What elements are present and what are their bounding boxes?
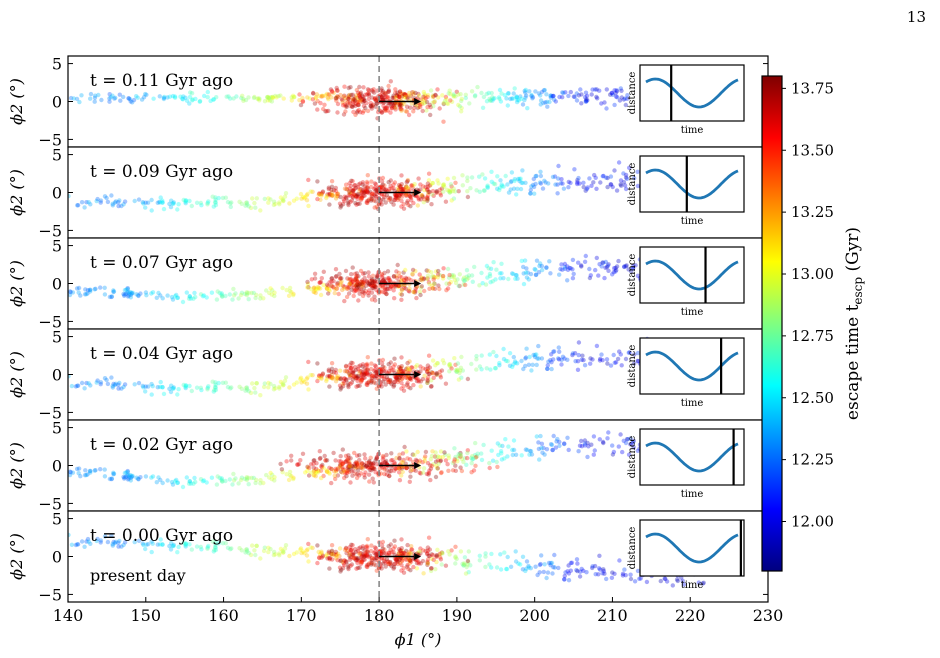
y-tick-label: 0	[52, 184, 62, 203]
arrow-head	[414, 371, 422, 378]
y-axis-label: ϕ2 (°)	[7, 442, 26, 489]
colorbar-tick-label: 13.25	[791, 203, 834, 221]
panel-time-label: t = 0.02 Gyr ago	[90, 435, 233, 455]
inset-distance-time: time distance	[627, 519, 745, 591]
y-tick-label: −5	[38, 494, 62, 513]
y-tick-label: 5	[52, 146, 62, 165]
y-tick-label: 0	[52, 275, 62, 294]
x-tick-label: 170	[286, 606, 317, 625]
inset-xlabel: time	[681, 580, 704, 591]
inset-distance-time: time distance	[627, 64, 745, 136]
y-tick-label: −5	[38, 221, 62, 240]
inset-curve	[645, 532, 739, 564]
arrow-head	[414, 553, 422, 560]
y-tick-label: 5	[52, 237, 62, 256]
y-tick-label: −5	[38, 403, 62, 422]
colorbar-tick-label: 13.00	[791, 265, 834, 283]
stream-points	[68, 532, 708, 588]
inset-curve	[645, 350, 739, 382]
present-day-label: present day	[90, 566, 186, 585]
inset-xlabel: time	[681, 125, 704, 136]
arrow-head	[414, 280, 422, 287]
y-axis-label: ϕ2 (°)	[7, 260, 26, 307]
arrow-head	[414, 98, 422, 105]
y-tick-label: 5	[52, 510, 62, 529]
panel-0: 5 0 −5 ϕ2 (°) t = 0.11 Gyr ago time distance	[7, 55, 769, 149]
panel-3: 5 0 −5 ϕ2 (°) t = 0.04 Gyr ago time distance	[7, 328, 769, 422]
colorbar-tick-label: 13.75	[791, 79, 834, 97]
inset-distance-time: time distance	[627, 155, 745, 227]
inset-ylabel: distance	[627, 72, 638, 115]
y-axis-label: ϕ2 (°)	[7, 78, 26, 125]
y-axis-label: ϕ2 (°)	[7, 533, 26, 580]
inset-ylabel: distance	[627, 163, 638, 206]
colorbar	[761, 75, 783, 572]
y-tick-label: 5	[52, 328, 62, 347]
y-axis-label: ϕ2 (°)	[7, 169, 26, 216]
inset-distance-time: time distance	[627, 337, 745, 409]
inset-curve	[645, 168, 739, 200]
x-tick-label: 200	[519, 606, 550, 625]
x-axis-label: ϕ1 (°)	[395, 630, 442, 649]
x-tick-label: 210	[597, 606, 628, 625]
panel-time-label: t = 0.11 Gyr ago	[90, 71, 233, 91]
arrow-head	[414, 189, 422, 196]
panel-time-label: t = 0.09 Gyr ago	[90, 162, 233, 182]
x-tick-label: 160	[208, 606, 239, 625]
inset-xlabel: time	[681, 307, 704, 318]
inset-ylabel: distance	[627, 254, 638, 297]
panel-time-label: t = 0.00 Gyr ago	[90, 526, 233, 546]
arrow-head	[414, 462, 422, 469]
panel-time-label: t = 0.04 Gyr ago	[90, 344, 233, 364]
inset-xlabel: time	[681, 398, 704, 409]
panel-1: 5 0 −5 ϕ2 (°) t = 0.09 Gyr ago time distance	[7, 146, 769, 240]
inset-distance-time: time distance	[627, 428, 745, 500]
inset-ylabel: distance	[627, 527, 638, 570]
y-tick-label: −5	[38, 312, 62, 331]
y-tick-label: 0	[52, 366, 62, 385]
colorbar-tick-label: 12.25	[791, 451, 834, 469]
y-tick-label: 5	[52, 419, 62, 438]
x-tick-label: 150	[131, 606, 162, 625]
panel-4: 5 0 −5 ϕ2 (°) t = 0.02 Gyr ago time distance	[7, 419, 769, 513]
inset-ylabel: distance	[627, 436, 638, 479]
panel-time-label: t = 0.07 Gyr ago	[90, 253, 233, 273]
colorbar-tick-label: 12.50	[791, 389, 834, 407]
x-tick-label: 230	[753, 606, 784, 625]
inset-curve	[645, 259, 739, 291]
inset-xlabel: time	[681, 216, 704, 227]
colorbar-tick-label: 12.75	[791, 327, 834, 345]
y-tick-label: −5	[38, 585, 62, 604]
y-tick-label: 0	[52, 93, 62, 112]
inset-ylabel: distance	[627, 345, 638, 388]
colorbar-tick-label: 12.00	[791, 513, 834, 531]
inset-curve	[645, 77, 739, 109]
x-tick-label: 190	[442, 606, 473, 625]
y-tick-label: 0	[52, 457, 62, 476]
inset-distance-time: time distance	[627, 246, 745, 318]
colorbar-tick-label: 13.50	[791, 141, 834, 159]
x-tick-label: 220	[675, 606, 706, 625]
y-tick-label: 0	[52, 548, 62, 567]
panel-2: 5 0 −5 ϕ2 (°) t = 0.07 Gyr ago time distance	[7, 237, 769, 331]
x-tick-label: 180	[364, 606, 395, 625]
y-tick-label: 5	[52, 55, 62, 74]
page-number: 13	[906, 8, 926, 26]
panel-5: 5 0 −5 ϕ2 (°) t = 0.00 Gyr ago present day tim…	[7, 510, 769, 604]
colorbar-label: escape time tescp (Gyr)	[843, 227, 865, 420]
inset-curve	[645, 441, 739, 473]
y-tick-label: −5	[38, 130, 62, 149]
stream-points	[68, 336, 677, 398]
y-axis-label: ϕ2 (°)	[7, 351, 26, 398]
inset-xlabel: time	[681, 489, 704, 500]
x-tick-label: 140	[53, 606, 84, 625]
